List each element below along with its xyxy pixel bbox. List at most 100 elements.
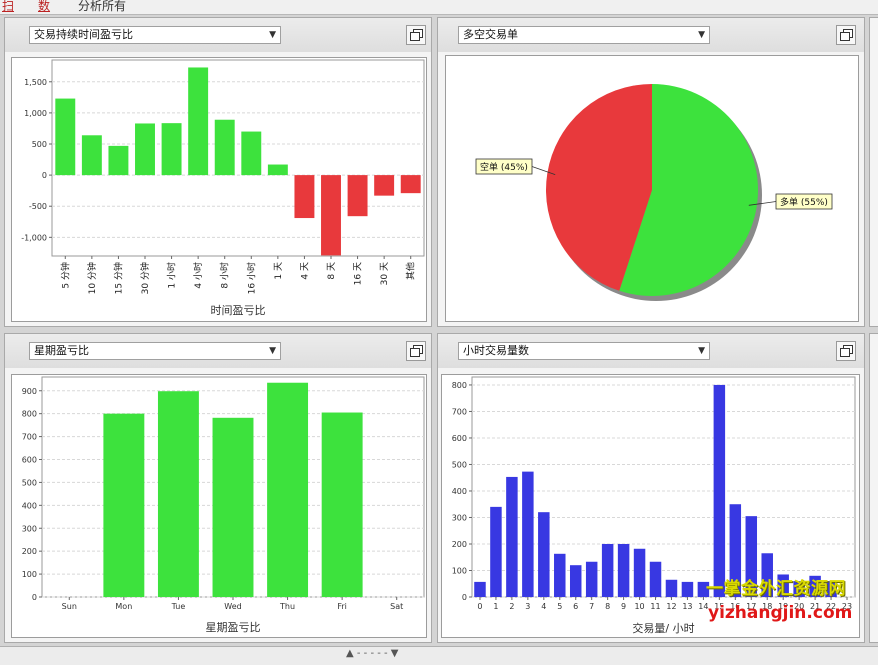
y-tick-label: 1,000 (24, 109, 47, 118)
top-tab-1[interactable]: 扫 (2, 0, 15, 13)
x-tick-label: Mon (115, 602, 132, 611)
longshort-maximize-button[interactable] (836, 25, 856, 45)
y-tick-label: 100 (452, 566, 467, 575)
hourly-chart-select[interactable]: 小时交易量数 ▼ (458, 342, 710, 360)
window-icon (840, 32, 850, 41)
y-tick-label: 0 (462, 593, 467, 602)
x-axis-label: 交易量/ 小时 (632, 621, 694, 635)
x-tick-label: 4 天 (300, 262, 310, 280)
bar (81, 135, 102, 176)
chevron-down-icon: ▼ (698, 346, 705, 356)
y-tick-label: 600 (22, 456, 37, 465)
bar (585, 561, 598, 597)
x-tick-label: 12 (666, 602, 676, 611)
x-tick-label: 16 小时 (245, 262, 257, 294)
watermark-url: yizhangjin.com (708, 603, 853, 623)
y-tick-label: 600 (452, 434, 467, 443)
bar (554, 553, 566, 597)
plot-area (471, 376, 856, 598)
y-tick-label: 300 (452, 513, 467, 522)
x-axis-label: 时间盈亏比 (211, 304, 266, 317)
chevron-down-icon: ▼ (698, 30, 705, 40)
bar (538, 512, 550, 597)
top-tab-3[interactable]: 分析所有 (78, 0, 127, 13)
window-icon (410, 348, 420, 357)
bar (103, 413, 145, 597)
bar (793, 581, 805, 597)
bar (321, 412, 363, 597)
hourly-panel: 小时交易量数 ▼ 0 100 200 300 400 500 600 700 800 0 1 2 3 4 5… (437, 333, 865, 643)
x-tick-label: 15 (714, 602, 724, 611)
x-tick-label: Tue (171, 602, 186, 611)
y-tick-label: 500 (22, 478, 37, 487)
x-tick-label: Sat (390, 602, 403, 611)
x-tick-label: 7 (589, 602, 594, 611)
x-tick-label: 8 (605, 602, 610, 611)
bar (681, 581, 694, 597)
bar (135, 123, 155, 176)
bar (633, 548, 646, 597)
bar (697, 581, 710, 597)
y-tick-label: 900 (22, 387, 37, 396)
x-tick-label: 5 分钟 (59, 262, 71, 289)
x-tick-label: 17 (746, 602, 756, 611)
x-tick-label: 30 天 (380, 262, 390, 285)
y-tick-label: 700 (22, 433, 37, 442)
weekday-maximize-button[interactable] (406, 341, 426, 361)
x-tick-label: 6 (573, 602, 578, 611)
window-icon (410, 32, 420, 41)
duration-select-value: 交易持续时间盈亏比 (34, 28, 133, 41)
plot-area (51, 59, 425, 257)
x-tick-label: 8 小时 (219, 262, 231, 289)
longshort-chart-select[interactable]: 多空交易单 ▼ (458, 26, 710, 44)
bar (347, 175, 368, 217)
duration-chart-select[interactable]: 交易持续时间盈亏比 ▼ (29, 26, 281, 44)
bar (569, 565, 582, 597)
bar (374, 175, 395, 196)
top-tab-2[interactable]: 数 (38, 0, 51, 13)
weekday-chart-select[interactable]: 星期盈亏比 ▼ (29, 342, 281, 360)
bar (241, 131, 262, 176)
x-tick-label: 22 (826, 602, 836, 611)
y-tick-label: 800 (22, 410, 37, 419)
longshort-panel: 多空交易单 ▼ 多单 (55%) 空单 (45%) (437, 17, 865, 327)
bar (400, 175, 421, 194)
y-tick-label: -1,000 (21, 233, 47, 242)
edge-panel-bottom (869, 333, 878, 643)
pie-label-box (475, 158, 533, 175)
bar (777, 574, 789, 597)
splitter-handle[interactable]: ▲ - - - - - ▼ (346, 648, 399, 659)
pie-slice (546, 84, 652, 291)
bar (617, 543, 630, 597)
y-tick-label: 800 (452, 381, 467, 390)
bottom-splitter[interactable]: ▲ - - - - - ▼ (0, 646, 878, 665)
duration-maximize-button[interactable] (406, 25, 426, 45)
x-tick-label: 10 (634, 602, 644, 611)
duration-panel: 交易持续时间盈亏比 ▼ -1,000 -500 0 500 1,000 1,500 5 分钟… (4, 17, 432, 327)
longshort-select-value: 多空交易单 (463, 28, 518, 41)
chevron-down-icon: ▼ (269, 30, 276, 40)
bar (267, 382, 309, 597)
longshort-plot: 多单 (55%) 空单 (45%) (445, 55, 859, 322)
bar (713, 384, 726, 597)
bar (108, 145, 129, 176)
x-tick-label: 15 分钟 (112, 262, 124, 294)
y-tick-label: 0 (32, 593, 37, 602)
y-tick-label: 300 (22, 524, 37, 533)
y-tick-label: 700 (452, 407, 467, 416)
bar (825, 581, 837, 597)
bar (522, 471, 534, 597)
bar (212, 417, 254, 597)
hourly-maximize-button[interactable] (836, 341, 856, 361)
x-tick-label: 18 (762, 602, 772, 611)
x-tick-label: 13 (682, 602, 692, 611)
x-tick-label: 11 (650, 602, 660, 611)
bar (809, 575, 821, 597)
bar (649, 561, 662, 597)
x-tick-label: Thu (279, 602, 295, 611)
weekday-panel: 星期盈亏比 ▼ 0 100 200 300 400 500 600 700 800 900 Sun M… (4, 333, 432, 643)
weekday-chart: 0 100 200 300 400 500 600 700 800 900 Sun Mon Tue Wed… (22, 376, 425, 634)
x-tick-label: 5 (557, 602, 562, 611)
x-axis-label: 星期盈亏比 (206, 621, 261, 634)
